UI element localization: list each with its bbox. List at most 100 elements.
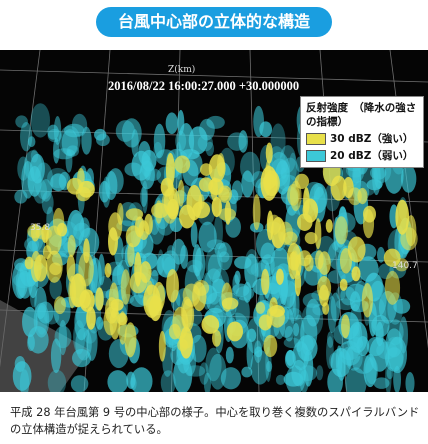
echo-weak xyxy=(177,109,185,135)
echo-weak xyxy=(384,336,405,370)
echo-strong xyxy=(166,269,179,303)
echo-weak xyxy=(206,115,225,129)
echo-strong xyxy=(347,187,362,206)
echo-strong xyxy=(341,314,350,339)
echo-strong xyxy=(56,222,68,237)
echo-strong xyxy=(174,155,191,174)
echo-weak xyxy=(47,369,67,392)
echo-weak xyxy=(205,347,222,382)
title-banner: 台風中心部の立体的な構造 xyxy=(96,7,332,37)
echo-weak xyxy=(220,367,242,390)
axis-label: Z(km) xyxy=(168,64,195,75)
echo-weak xyxy=(199,362,209,385)
echo-strong xyxy=(168,323,181,340)
echo-strong xyxy=(165,152,175,188)
echo-weak xyxy=(81,126,92,155)
echo-strong xyxy=(198,177,214,192)
echo-weak xyxy=(12,361,32,391)
echo-strong xyxy=(104,262,112,278)
echo-weak xyxy=(203,372,212,392)
echo-weak xyxy=(327,296,337,334)
echo-strong xyxy=(263,334,278,358)
echo-weak xyxy=(270,123,286,160)
echo-weak xyxy=(376,246,385,263)
echo-strong xyxy=(116,312,128,326)
echo-strong xyxy=(68,275,77,309)
echo-strong xyxy=(212,329,222,347)
echo-weak xyxy=(121,118,142,148)
echo-strong xyxy=(287,183,300,206)
echo-strong xyxy=(78,180,95,198)
echo-weak xyxy=(198,221,217,253)
echo-strong xyxy=(325,219,333,233)
echo-weak xyxy=(246,338,253,370)
echo-weak xyxy=(259,121,273,138)
echo-weak xyxy=(240,151,261,183)
echo-weak xyxy=(70,375,89,392)
echo-strong xyxy=(146,280,153,296)
echo-weak xyxy=(271,158,288,175)
echo-weak xyxy=(73,320,86,355)
echo-strong xyxy=(151,202,169,219)
echo-strong xyxy=(361,283,373,318)
echo-weak xyxy=(349,291,361,312)
echo-strong xyxy=(261,268,270,295)
echo-strong xyxy=(275,268,284,285)
echo-strong xyxy=(351,266,361,282)
echo-weak xyxy=(141,155,153,178)
echo-weak xyxy=(129,294,148,308)
echo-strong xyxy=(318,284,329,307)
echo-weak xyxy=(254,346,263,358)
echo-weak xyxy=(107,168,124,194)
echo-strong xyxy=(49,262,62,276)
echo-strong xyxy=(294,270,302,297)
echo-strong xyxy=(79,290,91,309)
echo-weak xyxy=(400,164,417,193)
echo-weak xyxy=(275,374,286,385)
echo-strong xyxy=(296,213,313,231)
echo-strong xyxy=(362,205,376,223)
echo-weak xyxy=(27,165,42,197)
echo-strong xyxy=(35,227,52,240)
radar-echoes xyxy=(11,103,418,392)
echo-weak xyxy=(47,124,59,140)
echo-weak xyxy=(190,221,198,248)
echo-strong xyxy=(144,213,153,235)
echo-strong xyxy=(208,154,226,183)
echo-strong xyxy=(218,185,232,203)
echo-weak xyxy=(86,323,98,361)
echo-weak xyxy=(40,179,53,202)
legend: 反射強度 （降水の強さの指標） 30 dBZ（強い） 20 dBZ（弱い） xyxy=(300,96,424,168)
echo-weak xyxy=(207,254,222,283)
echo-weak xyxy=(293,314,305,353)
echo-weak xyxy=(373,377,390,389)
echo-weak xyxy=(17,156,30,181)
legend-item: 20 dBZ（弱い） xyxy=(306,149,418,163)
echo-strong xyxy=(347,236,366,263)
echo-strong xyxy=(255,301,266,314)
echo-weak xyxy=(107,370,129,392)
echo-strong xyxy=(95,287,104,311)
echo-weak xyxy=(300,314,318,351)
echo-strong xyxy=(395,199,410,235)
echo-weak xyxy=(209,353,227,390)
echo-weak xyxy=(352,355,374,374)
echo-strong xyxy=(180,296,193,330)
echo-strong xyxy=(120,269,131,305)
timestamp: 2016/08/22 16:00:27.000 +30.000000 xyxy=(108,79,299,93)
echo-weak xyxy=(14,189,28,204)
echo-weak xyxy=(180,245,189,270)
echo-weak xyxy=(130,367,153,392)
echo-weak xyxy=(153,141,163,159)
echo-weak xyxy=(192,244,202,277)
echo-weak xyxy=(99,180,110,203)
echo-weak xyxy=(218,251,230,263)
echo-strong xyxy=(193,279,210,296)
echo-weak xyxy=(316,365,324,381)
echo-strong xyxy=(139,261,152,283)
echo-strong xyxy=(383,248,401,267)
echo-weak xyxy=(231,283,250,297)
echo-weak xyxy=(286,281,296,316)
echo-weak xyxy=(235,296,250,329)
echo-weak xyxy=(284,349,296,369)
